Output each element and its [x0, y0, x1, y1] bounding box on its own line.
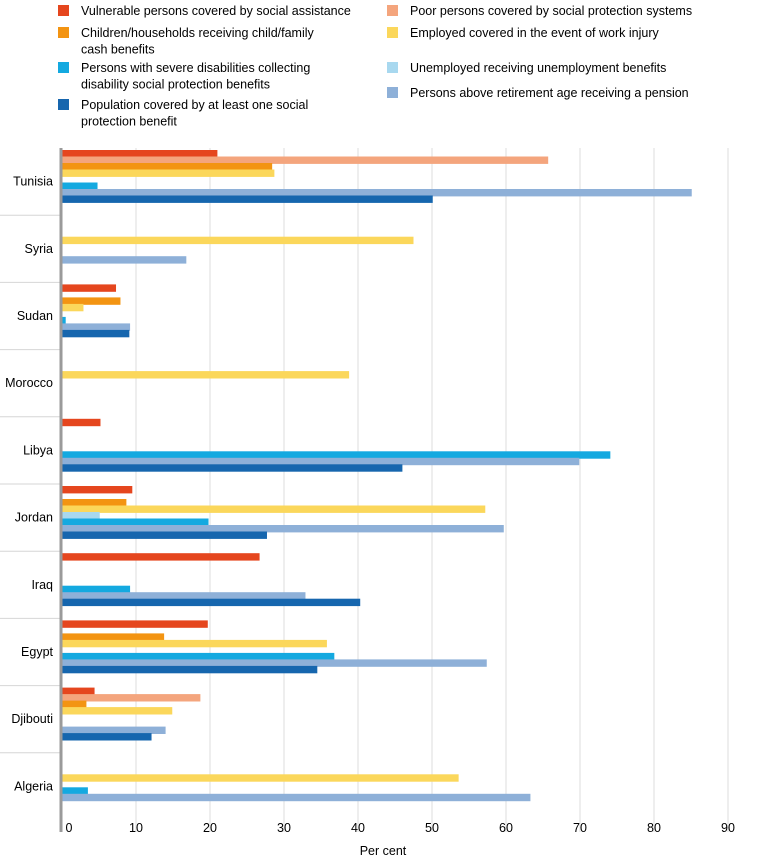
bars: [62, 150, 692, 802]
legend-swatch-1-2: [387, 62, 398, 73]
bar: [62, 620, 208, 628]
bar: [62, 531, 267, 539]
bar: [62, 418, 101, 427]
bar: [62, 639, 327, 648]
bar: [62, 284, 117, 292]
category-label: Egypt: [21, 645, 53, 659]
bar: [62, 659, 487, 667]
legend-label: Employed covered in the event of work in…: [410, 26, 659, 40]
legend-swatch-0-1: [58, 27, 69, 38]
category-separators: [0, 214, 60, 754]
bar: [62, 195, 433, 203]
bar: [62, 236, 414, 245]
bar: [62, 297, 121, 305]
legend-label: disability social protection benefits: [81, 78, 270, 92]
category-label: Djibouti: [11, 712, 53, 726]
bar: [62, 486, 133, 494]
category-label: Syria: [25, 242, 54, 256]
bar: [62, 733, 152, 741]
legend-swatch-1-0: [387, 5, 398, 16]
x-tick-label: 80: [647, 821, 661, 835]
bar: [62, 707, 173, 715]
bar: [62, 774, 459, 782]
category-label: Algeria: [14, 779, 53, 793]
legend-swatch-1-1: [387, 27, 398, 38]
legend-label: cash benefits: [81, 43, 155, 57]
category-label: Libya: [23, 443, 53, 457]
x-tick-label: 0: [66, 821, 73, 835]
legend-label: Unemployed receiving unemployment benefi…: [410, 61, 666, 75]
legend-label: Poor persons covered by social protectio…: [410, 4, 692, 18]
x-tick-label: 20: [203, 821, 217, 835]
category-labels: Tunisia Syria Sudan Morocco Libya Jordan Iraq E…: [5, 175, 53, 794]
bar: [62, 189, 692, 197]
x-tick-label: 10: [129, 821, 143, 835]
bar: [62, 687, 95, 695]
legend-label: Vulnerable persons covered by social ass…: [81, 4, 351, 18]
bar: [62, 303, 84, 312]
bar: [62, 163, 273, 171]
bar: [62, 512, 100, 520]
category-label: Tunisia: [13, 175, 53, 189]
x-tick-label: 60: [499, 821, 513, 835]
bar: [62, 464, 403, 472]
bar: [62, 499, 127, 507]
legend-label: Persons with severe disabilities collect…: [81, 61, 310, 75]
bar: [62, 505, 486, 513]
bar: [62, 726, 166, 734]
bar: [62, 451, 611, 459]
x-tick-labels: 0 10 20 30 40 50 60 70 80 90: [66, 821, 735, 835]
bar: [62, 787, 88, 795]
legend: Vulnerable persons covered by social ass…: [58, 4, 692, 129]
legend-swatch-0-3: [58, 99, 69, 110]
bar: [62, 329, 130, 338]
x-tick-label: 50: [425, 821, 439, 835]
bar: [62, 598, 361, 607]
bar: [62, 518, 209, 526]
bar: [62, 371, 350, 379]
bar: [62, 457, 580, 466]
bar: [62, 156, 549, 164]
category-label: Jordan: [15, 511, 53, 525]
x-axis-label: Per cent: [360, 844, 407, 858]
legend-swatch-0-2: [58, 62, 69, 73]
x-tick-label: 30: [277, 821, 291, 835]
legend-swatch-0-0: [58, 5, 69, 16]
bar: [62, 592, 306, 600]
legend-label: protection benefit: [81, 115, 177, 129]
bar: [62, 525, 504, 533]
bar: [62, 665, 318, 674]
x-tick-label: 90: [721, 821, 735, 835]
bar: [62, 182, 98, 190]
bar: [62, 553, 260, 561]
x-tick-label: 40: [351, 821, 365, 835]
category-label: Iraq: [31, 578, 53, 592]
bar: [62, 694, 201, 702]
bar: [62, 316, 66, 325]
bar: [62, 169, 275, 177]
legend-swatch-1-3: [387, 87, 398, 98]
bar: [62, 150, 218, 158]
bar: [62, 700, 87, 708]
bar: [62, 323, 131, 331]
gridlines: [135, 148, 729, 832]
bar: [62, 652, 335, 661]
bar: [62, 793, 531, 802]
bar: [62, 585, 131, 594]
category-label: Sudan: [17, 309, 53, 323]
x-tick-label: 70: [573, 821, 587, 835]
category-label: Morocco: [5, 376, 53, 390]
bar: [62, 256, 187, 264]
bar: [62, 633, 165, 641]
legend-label: Persons above retirement age receiving a…: [410, 86, 689, 100]
legend-label: Children/households receiving child/fami…: [81, 26, 315, 40]
legend-label: Population covered by at least one socia…: [81, 98, 308, 112]
